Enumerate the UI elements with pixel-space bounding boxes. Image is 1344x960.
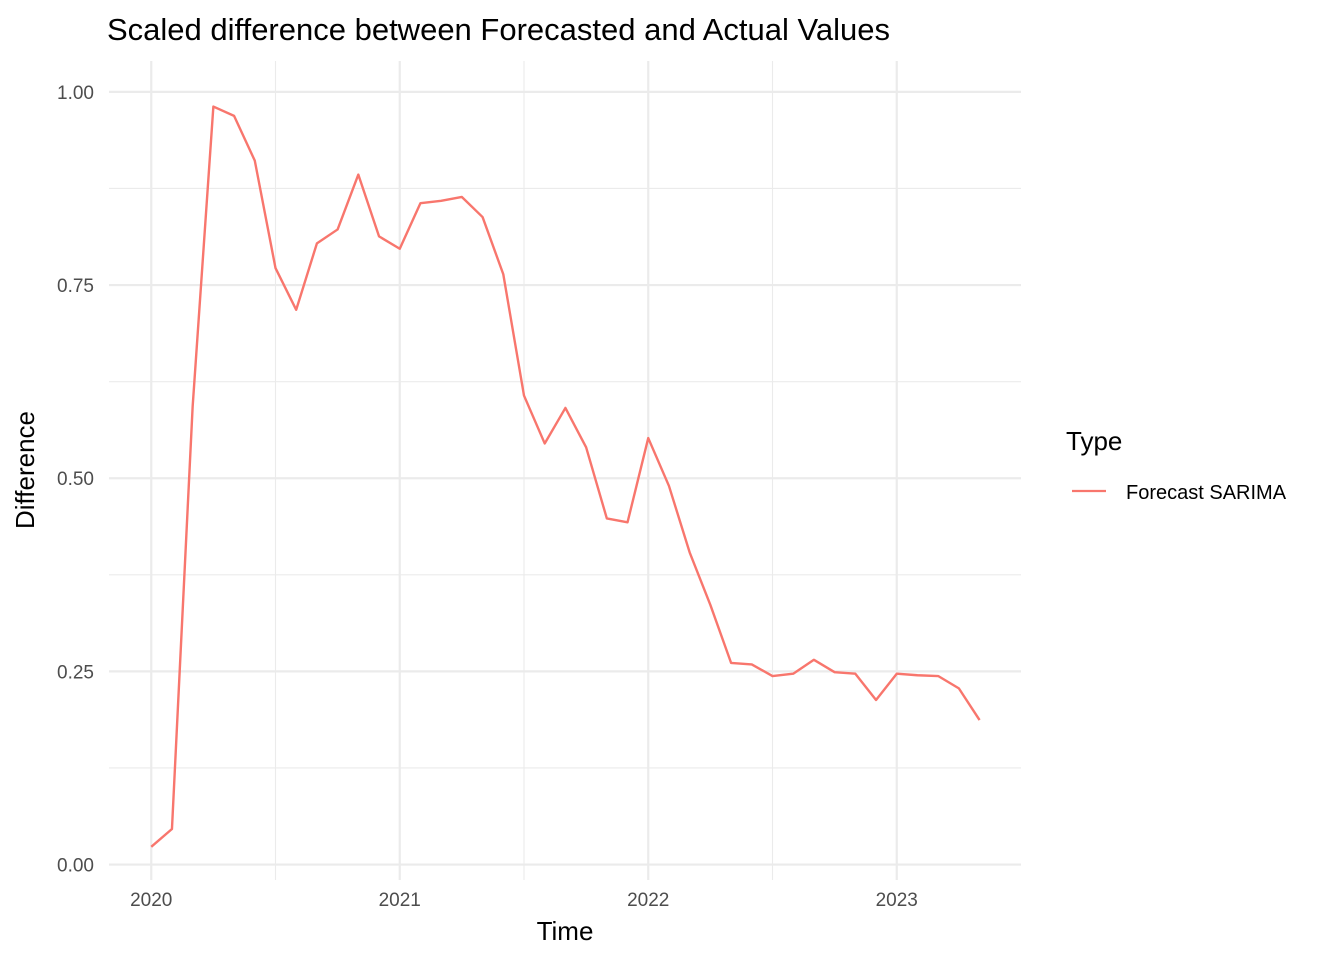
y-tick-label: 0.00 <box>57 856 94 877</box>
legend-label-forecast-sarima: Forecast SARIMA <box>1126 482 1287 504</box>
x-axis-title: Time <box>537 916 594 946</box>
axes: 0.00 0.25 0.50 0.75 1.00 2020 2021 2022 2023 <box>57 83 918 911</box>
legend: Type Forecast SARIMA <box>1066 426 1287 504</box>
x-tick-label: 2023 <box>876 890 918 911</box>
legend-title: Type <box>1066 426 1122 456</box>
series-line-forecast-sarima <box>150 105 981 848</box>
x-tick-label: 2020 <box>130 890 172 911</box>
y-tick-label: 0.50 <box>57 469 94 490</box>
y-tick-label: 0.75 <box>57 276 94 297</box>
y-tick-label: 1.00 <box>57 83 94 104</box>
chart-title: Scaled difference between Forecasted and… <box>107 12 890 47</box>
grid <box>109 61 1021 880</box>
x-tick-label: 2021 <box>379 890 421 911</box>
y-tick-label: 0.25 <box>57 662 94 683</box>
series-layer <box>150 105 981 848</box>
x-tick-label: 2022 <box>627 890 669 911</box>
y-axis-title: Difference <box>10 411 40 529</box>
